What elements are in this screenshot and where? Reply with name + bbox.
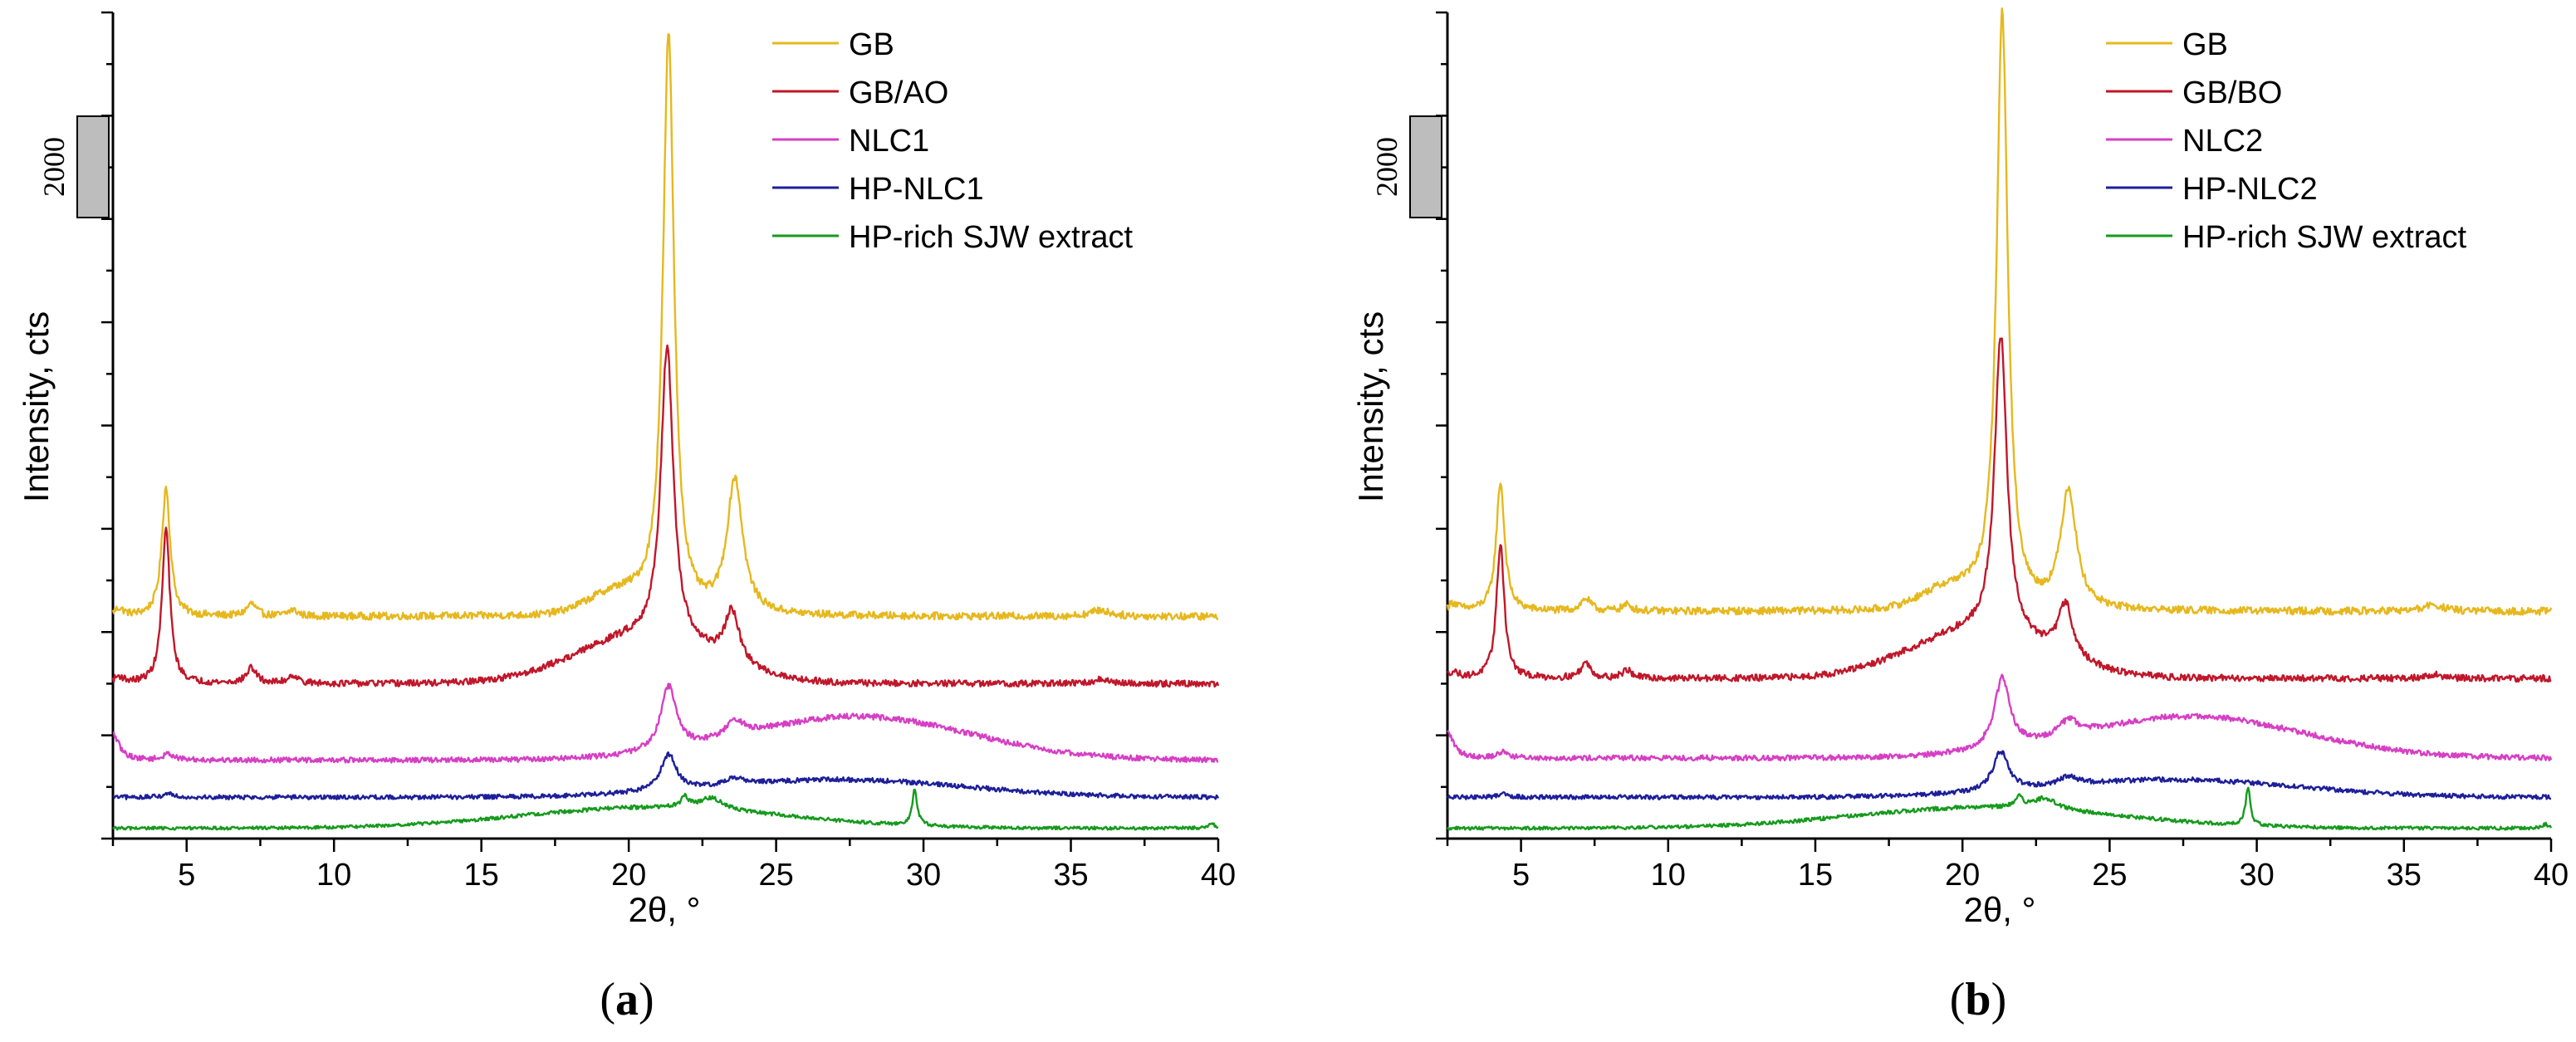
- series-lines: [111, 33, 1220, 831]
- legend-label-gb-ao: GB/AO: [849, 76, 948, 110]
- x-tick-label: 40: [1201, 858, 1236, 893]
- legend-label-hp-nlc2: HP-NLC2: [2182, 172, 2318, 207]
- intensity-scale-bar: 2000: [37, 115, 110, 218]
- y-axis-label: Intensity, cts: [1351, 311, 1390, 502]
- x-tick-label: 30: [2239, 858, 2274, 893]
- x-tick-label: 25: [2092, 858, 2127, 893]
- x-ticks: 5 10 15 20 25 30 35 40: [111, 839, 1236, 893]
- panel-a: 5 10 15 20 25 30 35 40 2000 Intensity, cts 2θ, …: [17, 11, 1236, 1025]
- legend: GB GB/BO NLC2 HP-NLC2 HP-rich SJW extract: [2106, 27, 2466, 255]
- scale-bar-rect: [1409, 115, 1442, 218]
- x-tick-label: 25: [758, 858, 793, 893]
- scale-bar-rect: [76, 115, 110, 218]
- x-tick-label: 15: [464, 858, 499, 893]
- x-tick-label: 5: [1512, 858, 1530, 893]
- legend-label-hp-rich-sjw-extract: HP-rich SJW extract: [849, 220, 1133, 255]
- x-tick-label: 35: [1053, 858, 1088, 893]
- x-axis-label: 2θ, °: [629, 890, 701, 929]
- series-line-nlc2: [1447, 673, 2553, 762]
- x-tick-label: 40: [2534, 858, 2569, 893]
- legend-label-nlc1: NLC1: [849, 124, 929, 159]
- scale-bar-label: 2000: [1370, 137, 1403, 197]
- x-tick-label: 20: [1945, 858, 1980, 893]
- series-line-gb: [111, 33, 1219, 621]
- series-line-nlc1: [112, 682, 1219, 764]
- panel-b: 5 10 15 20 25 30 35 40 2000 Intensity, cts 2θ, …: [1351, 7, 2569, 1025]
- x-tick-label: 20: [611, 858, 646, 893]
- legend-label-gb-bo: GB/BO: [2182, 76, 2282, 110]
- y-axis-label: Intensity, cts: [17, 311, 56, 502]
- panel-caption-b: (b): [1950, 974, 2006, 1025]
- intensity-scale-bar: 2000: [1370, 115, 1442, 218]
- legend-label-gb: GB: [2182, 27, 2228, 62]
- series-line-gb-bo: [1447, 337, 2552, 683]
- legend-label-gb: GB: [849, 27, 894, 62]
- series-line-gb: [1446, 7, 2553, 616]
- panel-caption-a: (a): [600, 974, 654, 1025]
- x-tick-label: 30: [906, 858, 941, 893]
- legend-label-hp-rich-sjw-extract: HP-rich SJW extract: [2182, 220, 2466, 255]
- x-tick-label: 5: [178, 858, 195, 893]
- x-tick-label: 10: [1651, 858, 1686, 893]
- x-ticks: 5 10 15 20 25 30 35 40: [1446, 839, 2569, 893]
- series-line-hp-nlc2: [1446, 750, 2552, 800]
- series-line-hp-rich-sjw-extract: [1446, 786, 2553, 831]
- x-tick-label: 10: [316, 858, 351, 893]
- legend-label-hp-nlc1: HP-NLC1: [849, 172, 984, 207]
- series-line-hp-nlc1: [112, 751, 1220, 800]
- series-line-gb-ao: [111, 344, 1220, 688]
- scale-bar-label: 2000: [37, 137, 71, 197]
- legend-label-nlc2: NLC2: [2182, 124, 2263, 159]
- y-ticks: [1436, 11, 1447, 840]
- series-line-hp-rich-sjw-extract: [112, 789, 1219, 831]
- x-tick-label: 15: [1798, 858, 1833, 893]
- x-axis-label: 2θ, °: [1964, 890, 2036, 929]
- panel-caption-letter: a: [615, 974, 639, 1025]
- series-lines: [1446, 7, 2553, 831]
- panel-caption-letter: b: [1965, 974, 1991, 1025]
- legend: GB GB/AO NLC1 HP-NLC1 HP-rich SJW extract: [772, 27, 1133, 255]
- x-tick-label: 35: [2387, 858, 2422, 893]
